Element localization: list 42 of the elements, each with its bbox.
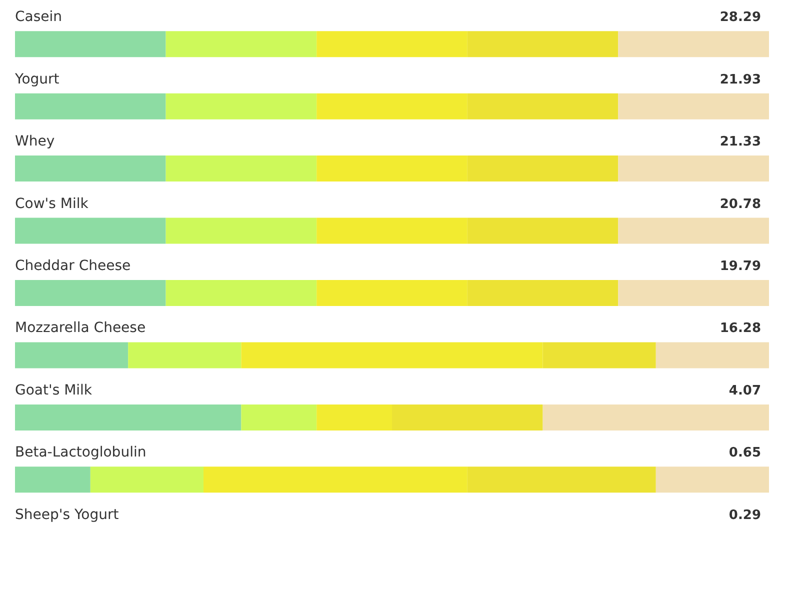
annotation: 0.29 [728, 508, 761, 523]
bar [241, 404, 317, 430]
bar [15, 280, 166, 306]
bar [656, 342, 769, 368]
bar [15, 466, 90, 493]
annotation: 21.33 [720, 134, 761, 150]
bar [90, 466, 204, 493]
bar [656, 466, 769, 493]
annotation: 4.07 [728, 383, 761, 398]
bar [618, 156, 769, 182]
bar [618, 280, 769, 306]
bar [15, 218, 166, 244]
bar [15, 31, 166, 58]
y-tick-label: Casein [15, 9, 62, 26]
y-tick-label: Mozzarella Cheese [15, 320, 146, 336]
bar [15, 93, 166, 120]
annotation: 21.93 [720, 72, 761, 88]
y-tick-label: Goat's Milk [15, 382, 93, 398]
annotation: 0.65 [728, 446, 761, 461]
bar [166, 218, 317, 244]
annotation: 20.78 [720, 196, 761, 212]
y-tick-label: Beta-Lactoglobulin [15, 444, 146, 461]
bar [166, 280, 317, 306]
annotation: 28.29 [720, 10, 761, 26]
bar [15, 342, 128, 368]
bar [618, 218, 769, 244]
bar [618, 93, 769, 120]
y-tick-label: Whey [15, 134, 55, 150]
y-tick-label: Cow's Milk [15, 196, 90, 212]
annotation: 16.28 [720, 321, 761, 336]
bar [128, 342, 242, 368]
bar [542, 404, 769, 430]
bar [618, 31, 769, 58]
bar [166, 31, 317, 58]
bar [166, 156, 317, 182]
bar [166, 93, 317, 120]
y-tick-label: Cheddar Cheese [15, 258, 131, 274]
y-tick-label: Yogurt [14, 71, 60, 88]
y-tick-label: Sheep's Yogurt [15, 506, 120, 523]
annotation: 19.79 [720, 259, 761, 274]
bar [15, 156, 166, 182]
bar [15, 404, 242, 430]
